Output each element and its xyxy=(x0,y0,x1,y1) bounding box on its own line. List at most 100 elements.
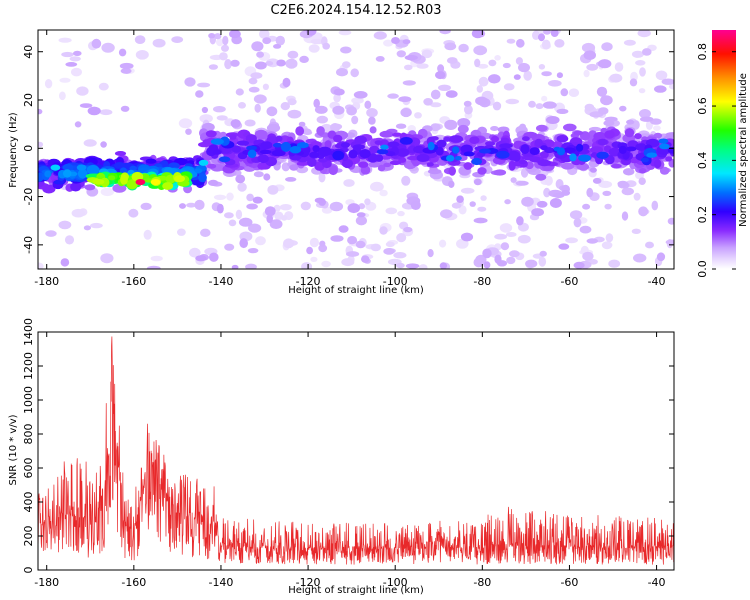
spectrogram-cell xyxy=(625,146,637,152)
spectrogram-cell xyxy=(544,175,553,186)
spectrogram-cell xyxy=(280,215,288,221)
spectrogram-cell xyxy=(38,141,44,148)
spectrogram-cell xyxy=(656,252,666,262)
spectrogram-cell xyxy=(626,119,635,125)
spectrogram-cell xyxy=(631,228,641,234)
spectrogram-cell xyxy=(401,175,411,186)
spectrogram-cell xyxy=(185,128,192,135)
spectrogram-cell xyxy=(604,130,615,139)
spectrogram-cell xyxy=(499,223,513,233)
spectrogram-cell xyxy=(463,162,473,170)
spectrogram-cell xyxy=(563,123,577,132)
spectrogram-cell xyxy=(380,144,389,150)
spectrogram-cell xyxy=(602,190,612,196)
colorbar-tick-label: 0.2 xyxy=(696,206,709,224)
spectrogram-cell xyxy=(119,62,134,70)
spectrogram-cell xyxy=(269,219,283,230)
spectrogram-cell xyxy=(469,136,480,144)
spectrogram-cell xyxy=(528,100,536,108)
spectrogram-cell xyxy=(517,234,531,244)
spectrogram-cell xyxy=(633,253,647,263)
spectrogram-cell xyxy=(228,219,237,227)
spectrogram-cell xyxy=(503,83,515,91)
spectrogram-cell xyxy=(364,198,371,206)
spectrogram-cell xyxy=(199,114,213,123)
spectrogram-cell xyxy=(407,125,416,133)
spectrogram-cell xyxy=(396,148,410,157)
spectrogram-cell xyxy=(661,78,674,85)
spectrogram-cell xyxy=(505,98,520,105)
spectrogram-cell xyxy=(598,59,612,69)
snr-x-axis-title: Height of straight line (km) xyxy=(288,585,424,596)
spectrogram-cell xyxy=(244,119,256,127)
spectrogram-cell xyxy=(592,177,602,184)
spectrogram-cell xyxy=(370,181,384,192)
spectrogram-cell xyxy=(84,184,96,191)
spectrogram-cell xyxy=(645,241,654,249)
spectrogram-cell xyxy=(210,138,224,145)
spectrogram-cell xyxy=(562,147,576,153)
spectrogram-cell xyxy=(502,62,511,69)
spectrogram-cell xyxy=(505,232,517,237)
spectrogram-cell xyxy=(605,233,614,243)
spectrogram-cell xyxy=(287,109,302,119)
spectrogram-cell xyxy=(342,61,351,69)
spectrogram-cell xyxy=(83,225,91,231)
spectrogram-cell xyxy=(444,119,458,130)
x-tick-label: -60 xyxy=(560,275,578,288)
spectrogram-cell xyxy=(186,202,197,208)
spectrogram-cell xyxy=(529,147,540,156)
spectrogram-cell xyxy=(45,230,57,237)
spectrogram-cell xyxy=(285,58,298,69)
spectrogram-cell xyxy=(383,39,394,47)
spectrogram-cell xyxy=(493,169,507,176)
spectrogram-cell xyxy=(635,60,646,66)
spectrogram-cell xyxy=(198,159,209,166)
spectrogram-cell xyxy=(301,128,312,135)
spectrogram-y-ticks: -40 -20 0 20 40 xyxy=(22,45,674,254)
spectrogram-cell xyxy=(200,228,211,237)
spectrogram-cell xyxy=(471,30,484,39)
spectrogram-cell xyxy=(299,55,309,64)
spectrogram-cell xyxy=(340,142,350,148)
spectrogram-cell xyxy=(387,93,399,99)
spectrogram-cell xyxy=(654,85,667,93)
x-tick-label: -160 xyxy=(121,275,146,288)
spectrogram-cell xyxy=(540,145,548,151)
spectrogram-cell xyxy=(639,168,647,174)
x-tick-label: -60 xyxy=(560,576,578,589)
spectrogram-cell xyxy=(542,101,557,109)
spectrogram-cell xyxy=(280,102,290,111)
spectrogram-cell xyxy=(379,189,388,197)
spectrogram-cell xyxy=(152,38,166,48)
colorbar-label: Normalized spectral amplitude xyxy=(738,73,749,227)
spectrogram-cell xyxy=(439,262,448,269)
spectrogram-cell xyxy=(637,30,651,38)
y-tick-label: 0 xyxy=(22,145,35,152)
spectrogram-cell xyxy=(306,246,313,255)
y-tick-label: 800 xyxy=(22,424,35,445)
spectrogram-cell xyxy=(272,142,283,148)
spectrogram-cell xyxy=(569,210,583,220)
spectrogram-cell xyxy=(267,185,279,195)
spectrogram-cell xyxy=(207,163,217,169)
spectrogram-cell xyxy=(346,251,360,257)
spectrogram-cell xyxy=(397,210,405,217)
spectrogram-cell xyxy=(60,258,70,267)
x-tick-label: -140 xyxy=(208,275,233,288)
spectrogram-cell xyxy=(279,204,292,211)
spectrogram-cell xyxy=(448,180,455,188)
spectrogram-cell xyxy=(438,84,451,92)
spectrogram-cell xyxy=(296,142,309,149)
spectrogram-cell xyxy=(266,123,281,133)
spectrogram-cell xyxy=(285,177,297,182)
spectrogram-cell xyxy=(259,149,272,155)
spectrogram-cell xyxy=(483,261,491,269)
spectrogram-cell xyxy=(194,199,205,210)
spectrogram-cell xyxy=(283,238,295,249)
spectrogram-cell xyxy=(582,203,591,210)
spectrogram-cell xyxy=(374,140,383,146)
spectrogram-cell xyxy=(195,90,204,98)
spectrogram-cell xyxy=(251,41,264,52)
spectrogram-cell xyxy=(252,196,263,204)
